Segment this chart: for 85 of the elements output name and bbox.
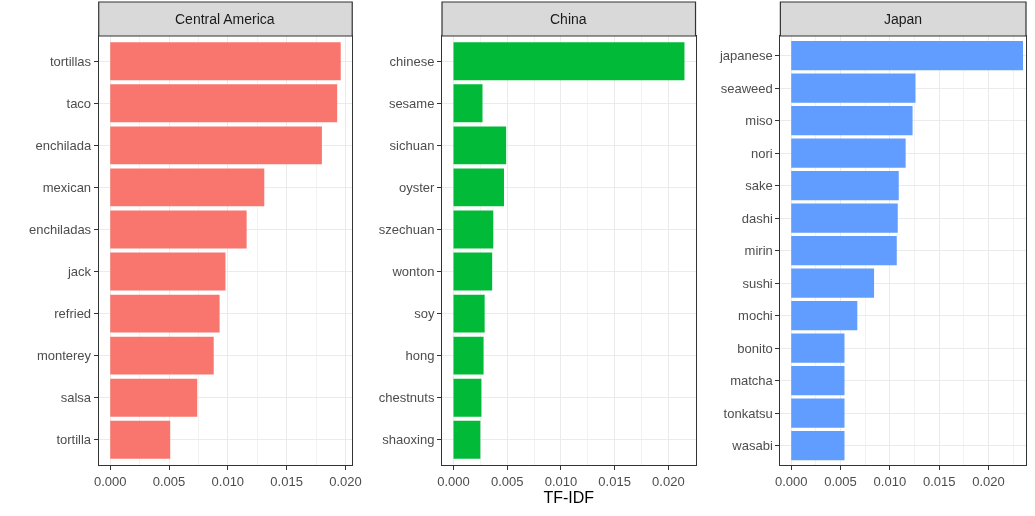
x-tick-label: 0.020: [652, 473, 685, 489]
x-tick-label: 0.005: [490, 473, 524, 489]
y-tick-label: bonito: [737, 340, 773, 356]
bar: [791, 333, 845, 363]
y-tick-label: dashi: [741, 210, 773, 226]
bar: [453, 42, 685, 81]
y-tick-label: tortillas: [49, 53, 92, 69]
y-tick-label: szechuan: [378, 222, 435, 238]
bar: [453, 294, 485, 333]
y-tick-label: sushi: [742, 275, 773, 291]
bar: [453, 252, 493, 291]
x-tick-label: 0.010: [544, 473, 578, 489]
bar: [110, 42, 341, 81]
bar: [110, 420, 171, 459]
y-tick-label: sesame: [388, 95, 435, 111]
bar: [453, 84, 483, 123]
y-tick-label: hong: [405, 348, 435, 364]
y-tick-label: chinese: [389, 53, 435, 69]
bar: [453, 420, 481, 459]
x-tick-label: 0.000: [437, 473, 470, 489]
y-tick-label: mexican: [42, 179, 92, 195]
y-tick-label: japanese: [718, 48, 773, 64]
y-tick-label: refried: [54, 306, 92, 322]
bar: [110, 252, 226, 291]
bar: [791, 138, 906, 168]
chart-title: China: [550, 11, 587, 27]
y-tick-label: wasabi: [731, 438, 773, 454]
bar: [791, 235, 897, 266]
bar: [791, 170, 899, 201]
bar: [453, 168, 504, 207]
y-tick-label: monterey: [36, 348, 92, 364]
y-tick-label: oyster: [399, 179, 436, 195]
bar: [110, 294, 220, 333]
bar: [110, 210, 247, 249]
x-tick-label: 0.005: [152, 473, 186, 489]
x-tick-label: 0.000: [774, 473, 808, 489]
x-tick-label: 0.015: [598, 473, 631, 489]
bar: [791, 203, 898, 233]
y-tick-label: chestnuts: [378, 390, 435, 406]
bar: [110, 168, 265, 207]
x-tick-label: 0.015: [270, 473, 303, 489]
y-tick-label: wonton: [391, 264, 435, 280]
x-tick-label: 0.015: [922, 473, 956, 489]
y-tick-label: shaoxing: [382, 432, 435, 448]
chart-title: Central America: [175, 11, 275, 27]
x-tick-label: 0.020: [329, 473, 362, 489]
y-tick-label: salsa: [60, 390, 92, 406]
x-tick-label: 0.005: [824, 473, 857, 489]
bar: [791, 73, 916, 103]
bar: [453, 378, 482, 417]
x-tick-label: 0.010: [211, 473, 245, 489]
bar: [110, 126, 322, 165]
y-tick-label: mochi: [738, 308, 773, 324]
chart-title: Japan: [884, 11, 923, 27]
x-tick-label: 0.010: [873, 473, 907, 489]
y-tick-label: matcha: [730, 373, 774, 389]
x-tick-label: 0.000: [93, 473, 127, 489]
y-tick-label: taco: [66, 95, 92, 111]
bar: [791, 430, 845, 461]
y-tick-label: mirin: [744, 243, 773, 259]
bar: [791, 40, 1024, 71]
bar: [791, 365, 845, 396]
bar: [110, 378, 198, 417]
y-tick-label: jack: [66, 264, 92, 280]
y-tick-label: sake: [745, 178, 773, 194]
y-tick-label: nori: [751, 145, 773, 161]
y-tick-label: soy: [414, 306, 435, 322]
y-tick-label: seaweed: [720, 80, 773, 96]
y-tick-label: miso: [745, 113, 773, 129]
bar: [791, 105, 913, 136]
y-tick-label: tonkatsu: [723, 405, 773, 421]
y-tick-label: enchiladas: [28, 222, 92, 238]
bar: [791, 268, 875, 298]
bar: [110, 336, 214, 375]
y-tick-label: sichuan: [389, 137, 435, 153]
bar: [453, 210, 494, 249]
bar: [453, 126, 507, 165]
y-tick-label: enchilada: [35, 137, 92, 153]
x-axis-title: TF-IDF: [543, 489, 595, 507]
x-tick-label: 0.020: [972, 473, 1005, 489]
bar: [453, 336, 484, 375]
y-tick-label: tortilla: [56, 432, 92, 448]
bar: [791, 300, 858, 331]
bar: [791, 398, 845, 428]
bar: [110, 84, 338, 123]
